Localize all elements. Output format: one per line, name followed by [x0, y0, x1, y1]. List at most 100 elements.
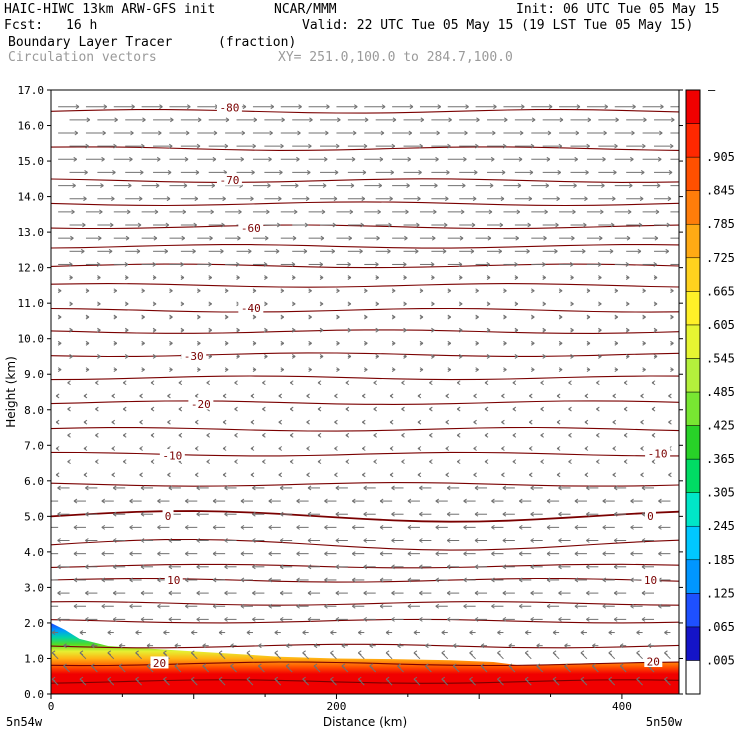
circulation-vector — [85, 616, 98, 622]
circulation-vector — [357, 676, 365, 686]
circulation-vector — [391, 564, 404, 570]
circulation-vector — [289, 459, 294, 465]
circulation-vector — [208, 248, 224, 254]
circulation-vector — [280, 340, 285, 346]
isotherm-label-bg — [216, 173, 242, 186]
circulation-vector — [279, 511, 293, 517]
circulation-vector — [625, 354, 630, 359]
circulation-vector — [391, 314, 396, 320]
circulation-vector — [389, 472, 394, 478]
colorbar-label: .845 — [706, 184, 735, 198]
circulation-vector — [598, 196, 616, 202]
circulation-vector — [125, 222, 142, 228]
circulation-vector — [389, 419, 394, 425]
circulation-vector — [636, 650, 643, 660]
circulation-vector — [363, 564, 376, 570]
circulation-vector — [458, 327, 463, 333]
circulation-vector — [602, 551, 615, 557]
circulation-vector — [586, 511, 599, 517]
circulation-vector — [626, 143, 646, 149]
circulation-vector — [129, 551, 142, 557]
circulation-vector — [570, 143, 590, 149]
circulation-vector — [574, 498, 587, 504]
circulation-vector — [324, 577, 337, 583]
circulation-vector — [528, 472, 533, 478]
circulation-vector — [308, 235, 325, 241]
circulation-vector — [642, 156, 662, 162]
circulation-vector — [403, 196, 421, 202]
circulation-vector — [324, 524, 337, 530]
isotherm-label: 0 — [165, 510, 172, 523]
circulation-vector — [642, 288, 646, 294]
circulation-vector — [307, 538, 321, 543]
circulation-vector — [636, 676, 643, 686]
isotherm-label: -40 — [241, 302, 261, 315]
circulation-vector — [584, 446, 589, 451]
circulation-vector — [480, 663, 488, 673]
circulation-vector — [280, 288, 285, 294]
circulation-vector — [264, 275, 268, 281]
circulation-vector — [335, 485, 348, 491]
circulation-vector — [514, 275, 519, 281]
circulation-vector — [502, 590, 515, 596]
circulation-vector — [670, 237, 679, 239]
colorbar-label: .545 — [706, 351, 735, 365]
circulation-vector — [497, 650, 504, 660]
circulation-vector — [141, 130, 162, 136]
circulation-vector — [85, 130, 106, 136]
circulation-vector — [385, 650, 393, 660]
circulation-vector — [190, 676, 198, 686]
circulation-vector — [362, 393, 366, 399]
circulation-vector — [574, 551, 587, 557]
circulation-vector — [641, 538, 655, 543]
circulation-vector — [69, 248, 85, 254]
circulation-vector — [641, 590, 655, 596]
circulation-vector — [559, 156, 578, 162]
circulation-vector — [252, 367, 257, 373]
circulation-vector — [530, 590, 543, 596]
y-tick-label: 11.0 — [18, 297, 45, 310]
circulation-vector — [670, 367, 674, 373]
colorbar-label: .305 — [706, 486, 735, 500]
colorbar-swatch — [685, 190, 701, 225]
circulation-vector — [558, 538, 571, 543]
circulation-vector — [168, 485, 181, 491]
circulation-vector — [654, 170, 673, 175]
circulation-vector — [69, 143, 89, 149]
circulation-vector — [122, 380, 127, 386]
circulation-vector — [586, 183, 605, 188]
circulation-vector — [180, 170, 200, 175]
circulation-vector — [586, 262, 602, 267]
circulation-vector — [670, 340, 674, 346]
circulation-vector — [347, 327, 352, 333]
circulation-vector — [141, 367, 145, 373]
circulation-vector — [152, 354, 157, 359]
circulation-vector — [113, 340, 118, 346]
circulation-vector — [280, 104, 302, 110]
circulation-vector — [169, 262, 184, 267]
circulation-vector — [379, 498, 393, 504]
circulation-vector — [574, 603, 587, 609]
circulation-vector — [347, 196, 366, 202]
circulation-vector — [308, 104, 330, 110]
circulation-vector — [224, 340, 229, 346]
circulation-vector — [153, 143, 173, 149]
circulation-vector — [118, 663, 126, 673]
circulation-vector — [196, 485, 209, 491]
circulation-vector — [69, 354, 73, 359]
circulation-vector — [641, 564, 655, 570]
circulation-vector — [558, 288, 563, 294]
circulation-vector — [85, 590, 98, 596]
circulation-vector — [524, 676, 532, 686]
circulation-vector — [623, 380, 628, 386]
circulation-vector — [403, 248, 419, 254]
circulation-vector — [598, 143, 618, 149]
circulation-vector — [252, 340, 257, 346]
circulation-vector — [487, 117, 508, 123]
colorbar-label: .005 — [706, 653, 735, 667]
circulation-vector — [419, 485, 432, 491]
circulation-vector — [97, 170, 116, 175]
colorbar-swatch — [685, 425, 701, 460]
circulation-vector — [362, 446, 366, 451]
circulation-vector — [208, 327, 212, 333]
